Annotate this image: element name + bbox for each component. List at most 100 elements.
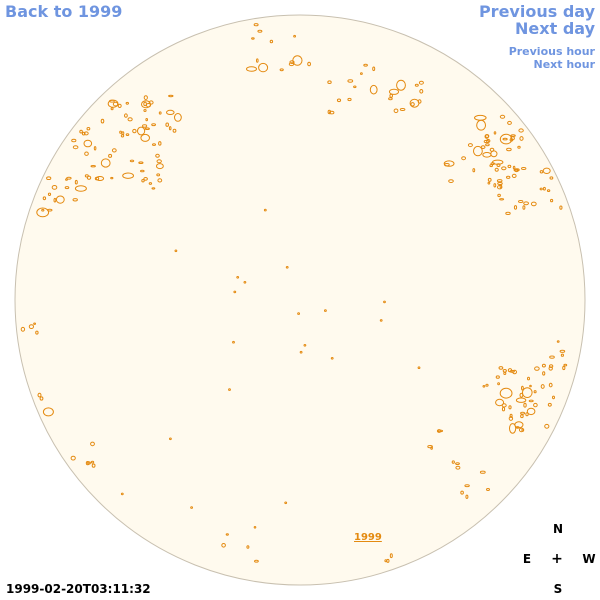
contour-mark <box>487 181 491 185</box>
contour-mark <box>285 266 289 269</box>
contour-mark <box>65 178 68 181</box>
contour-mark <box>93 146 97 151</box>
contour-mark <box>465 494 469 499</box>
contour-mark <box>460 490 464 495</box>
compass-east-label: E <box>522 552 532 566</box>
contour-mark <box>518 128 524 133</box>
contour-mark <box>100 118 105 124</box>
contour-mark <box>35 330 39 335</box>
contour-mark <box>156 173 161 177</box>
contour-mark <box>550 198 554 203</box>
contour-mark <box>143 95 148 100</box>
contour-mark <box>166 109 175 116</box>
contour-mark <box>508 416 514 421</box>
contour-mark <box>508 405 512 410</box>
contour-mark <box>506 147 512 152</box>
contour-mark <box>72 198 78 202</box>
contour-mark <box>467 143 473 148</box>
contour-mark <box>379 319 383 322</box>
contour-mark <box>512 369 517 375</box>
contour-mark <box>91 463 96 468</box>
contour-mark <box>507 164 512 169</box>
contour-mark <box>148 100 154 105</box>
contour-mark <box>47 192 52 197</box>
contour-mark <box>221 543 226 548</box>
contour-mark <box>353 85 357 89</box>
year-marker-link[interactable]: 1999 <box>354 532 382 543</box>
contour-mark <box>86 127 91 131</box>
compass-south-label: S <box>553 582 563 596</box>
contour-mark <box>530 201 537 207</box>
contour-mark <box>108 153 113 158</box>
contour-mark <box>190 506 194 509</box>
contour-mark <box>501 403 507 408</box>
contour-mark <box>548 364 554 369</box>
contour-mark <box>461 156 467 161</box>
contour-mark <box>42 196 47 201</box>
contour-mark <box>90 441 95 447</box>
contour-mark <box>443 160 455 167</box>
contour-mark <box>448 179 454 184</box>
contour-mark <box>151 123 157 127</box>
contour-mark <box>482 152 492 158</box>
contour-mark <box>79 129 83 134</box>
contour-mark <box>288 62 295 67</box>
contour-mark <box>529 384 532 388</box>
contour-mark <box>129 159 135 163</box>
compass-cross-icon: + <box>551 551 563 567</box>
contour-mark <box>383 300 386 304</box>
contour-mark <box>109 99 115 103</box>
contour-mark <box>476 119 487 131</box>
contour-mark <box>228 388 231 391</box>
contour-mark <box>120 134 125 138</box>
contour-mark <box>83 131 89 136</box>
contour-mark <box>157 178 163 183</box>
contour-mark <box>70 455 76 461</box>
previous-day-link[interactable]: Previous day <box>478 2 595 21</box>
contour-mark <box>473 145 483 157</box>
contour-mark <box>74 179 78 185</box>
contour-mark <box>85 461 90 466</box>
next-day-link[interactable]: Next day <box>515 19 595 38</box>
contour-mark <box>122 172 135 179</box>
contour-mark <box>299 350 303 354</box>
contour-mark <box>236 276 240 279</box>
contour-mark <box>151 187 156 190</box>
next-hour-link[interactable]: Next hour <box>533 58 596 71</box>
contour-mark <box>233 290 237 294</box>
contour-mark <box>493 183 497 188</box>
contour-mark <box>174 249 178 253</box>
contour-mark <box>251 37 255 40</box>
contour-mark <box>540 384 545 389</box>
contour-mark <box>137 126 146 136</box>
contour-mark <box>329 110 335 115</box>
contour-mark <box>293 34 297 38</box>
contour-mark <box>497 193 501 198</box>
contour-mark <box>418 80 424 85</box>
contour-mark <box>502 137 508 141</box>
contour-mark <box>482 385 486 388</box>
contour-mark <box>451 460 455 464</box>
contour-mark <box>84 151 89 156</box>
contour-mark <box>269 39 274 44</box>
contour-mark <box>324 309 327 312</box>
contour-mark <box>66 176 72 180</box>
contour-mark <box>493 131 497 135</box>
contour-mark <box>539 170 544 174</box>
contour-mark <box>549 176 554 180</box>
contour-mark <box>485 383 489 387</box>
contour-mark <box>396 79 406 91</box>
contour-mark <box>110 176 114 180</box>
contour-mark <box>505 211 511 215</box>
contour-mark <box>327 80 332 84</box>
contour-mark <box>515 397 527 403</box>
previous-hour-link[interactable]: Previous hour <box>508 45 595 58</box>
contour-mark <box>523 201 529 206</box>
contour-mark <box>509 413 513 418</box>
contour-mark <box>51 185 58 190</box>
contour-mark <box>145 103 152 108</box>
contour-mark <box>419 89 424 94</box>
back-to-year-link[interactable]: Back to 1999 <box>5 2 123 21</box>
contour-mark <box>124 113 128 118</box>
